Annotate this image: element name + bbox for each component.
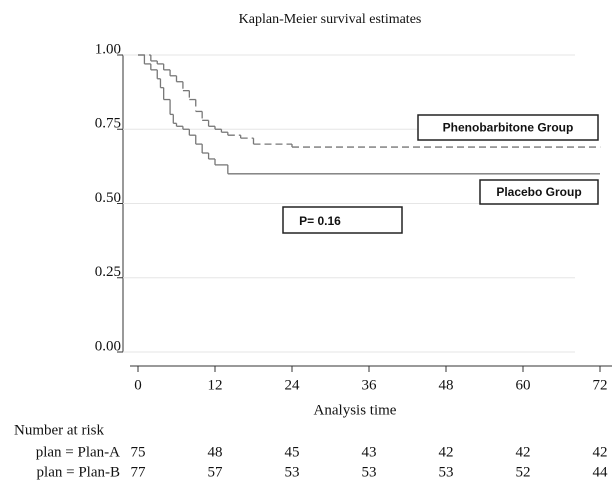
- risk-row-label: plan = Plan-A: [36, 444, 120, 460]
- x-tick-label: 12: [208, 377, 223, 393]
- x-tick-label: 0: [134, 377, 142, 393]
- risk-row-label: plan = Plan-B: [37, 464, 120, 480]
- risk-value: 53: [285, 464, 300, 480]
- risk-value: 57: [208, 464, 224, 480]
- chart-title: Kaplan-Meier survival estimates: [239, 12, 422, 27]
- y-tick-label: 0.50: [95, 190, 121, 206]
- x-tick-label: 24: [285, 377, 301, 393]
- legend-label: Placebo Group: [496, 185, 581, 199]
- x-tick-label: 36: [362, 377, 378, 393]
- x-tick-label: 72: [593, 377, 608, 393]
- y-tick-label: 0.75: [95, 116, 121, 132]
- risk-value: 52: [516, 464, 531, 480]
- risk-value: 42: [593, 444, 608, 460]
- legend-label: Phenobarbitone Group: [443, 121, 574, 135]
- risk-value: 53: [362, 464, 377, 480]
- x-tick-label: 60: [516, 377, 531, 393]
- x-axis-label: Analysis time: [314, 402, 397, 418]
- y-tick-label: 0.00: [95, 338, 121, 354]
- annotation-box: [282, 206, 403, 234]
- y-tick-label: 0.25: [95, 264, 121, 280]
- x-tick-label: 48: [439, 377, 454, 393]
- y-tick-label: 1.00: [95, 41, 121, 57]
- risk-value: 43: [362, 444, 377, 460]
- risk-value: 75: [131, 444, 146, 460]
- legend-box: [479, 179, 599, 205]
- risk-value: 42: [516, 444, 531, 460]
- risk-value: 77: [131, 464, 147, 480]
- annotation: P= 0.16: [299, 214, 341, 228]
- risk-value: 44: [593, 464, 609, 480]
- risk-value: 42: [439, 444, 454, 460]
- legend-box: [417, 114, 599, 141]
- risk-value: 48: [208, 444, 223, 460]
- risk-table-title: Number at risk: [14, 422, 104, 438]
- risk-value: 53: [439, 464, 454, 480]
- risk-value: 45: [285, 444, 300, 460]
